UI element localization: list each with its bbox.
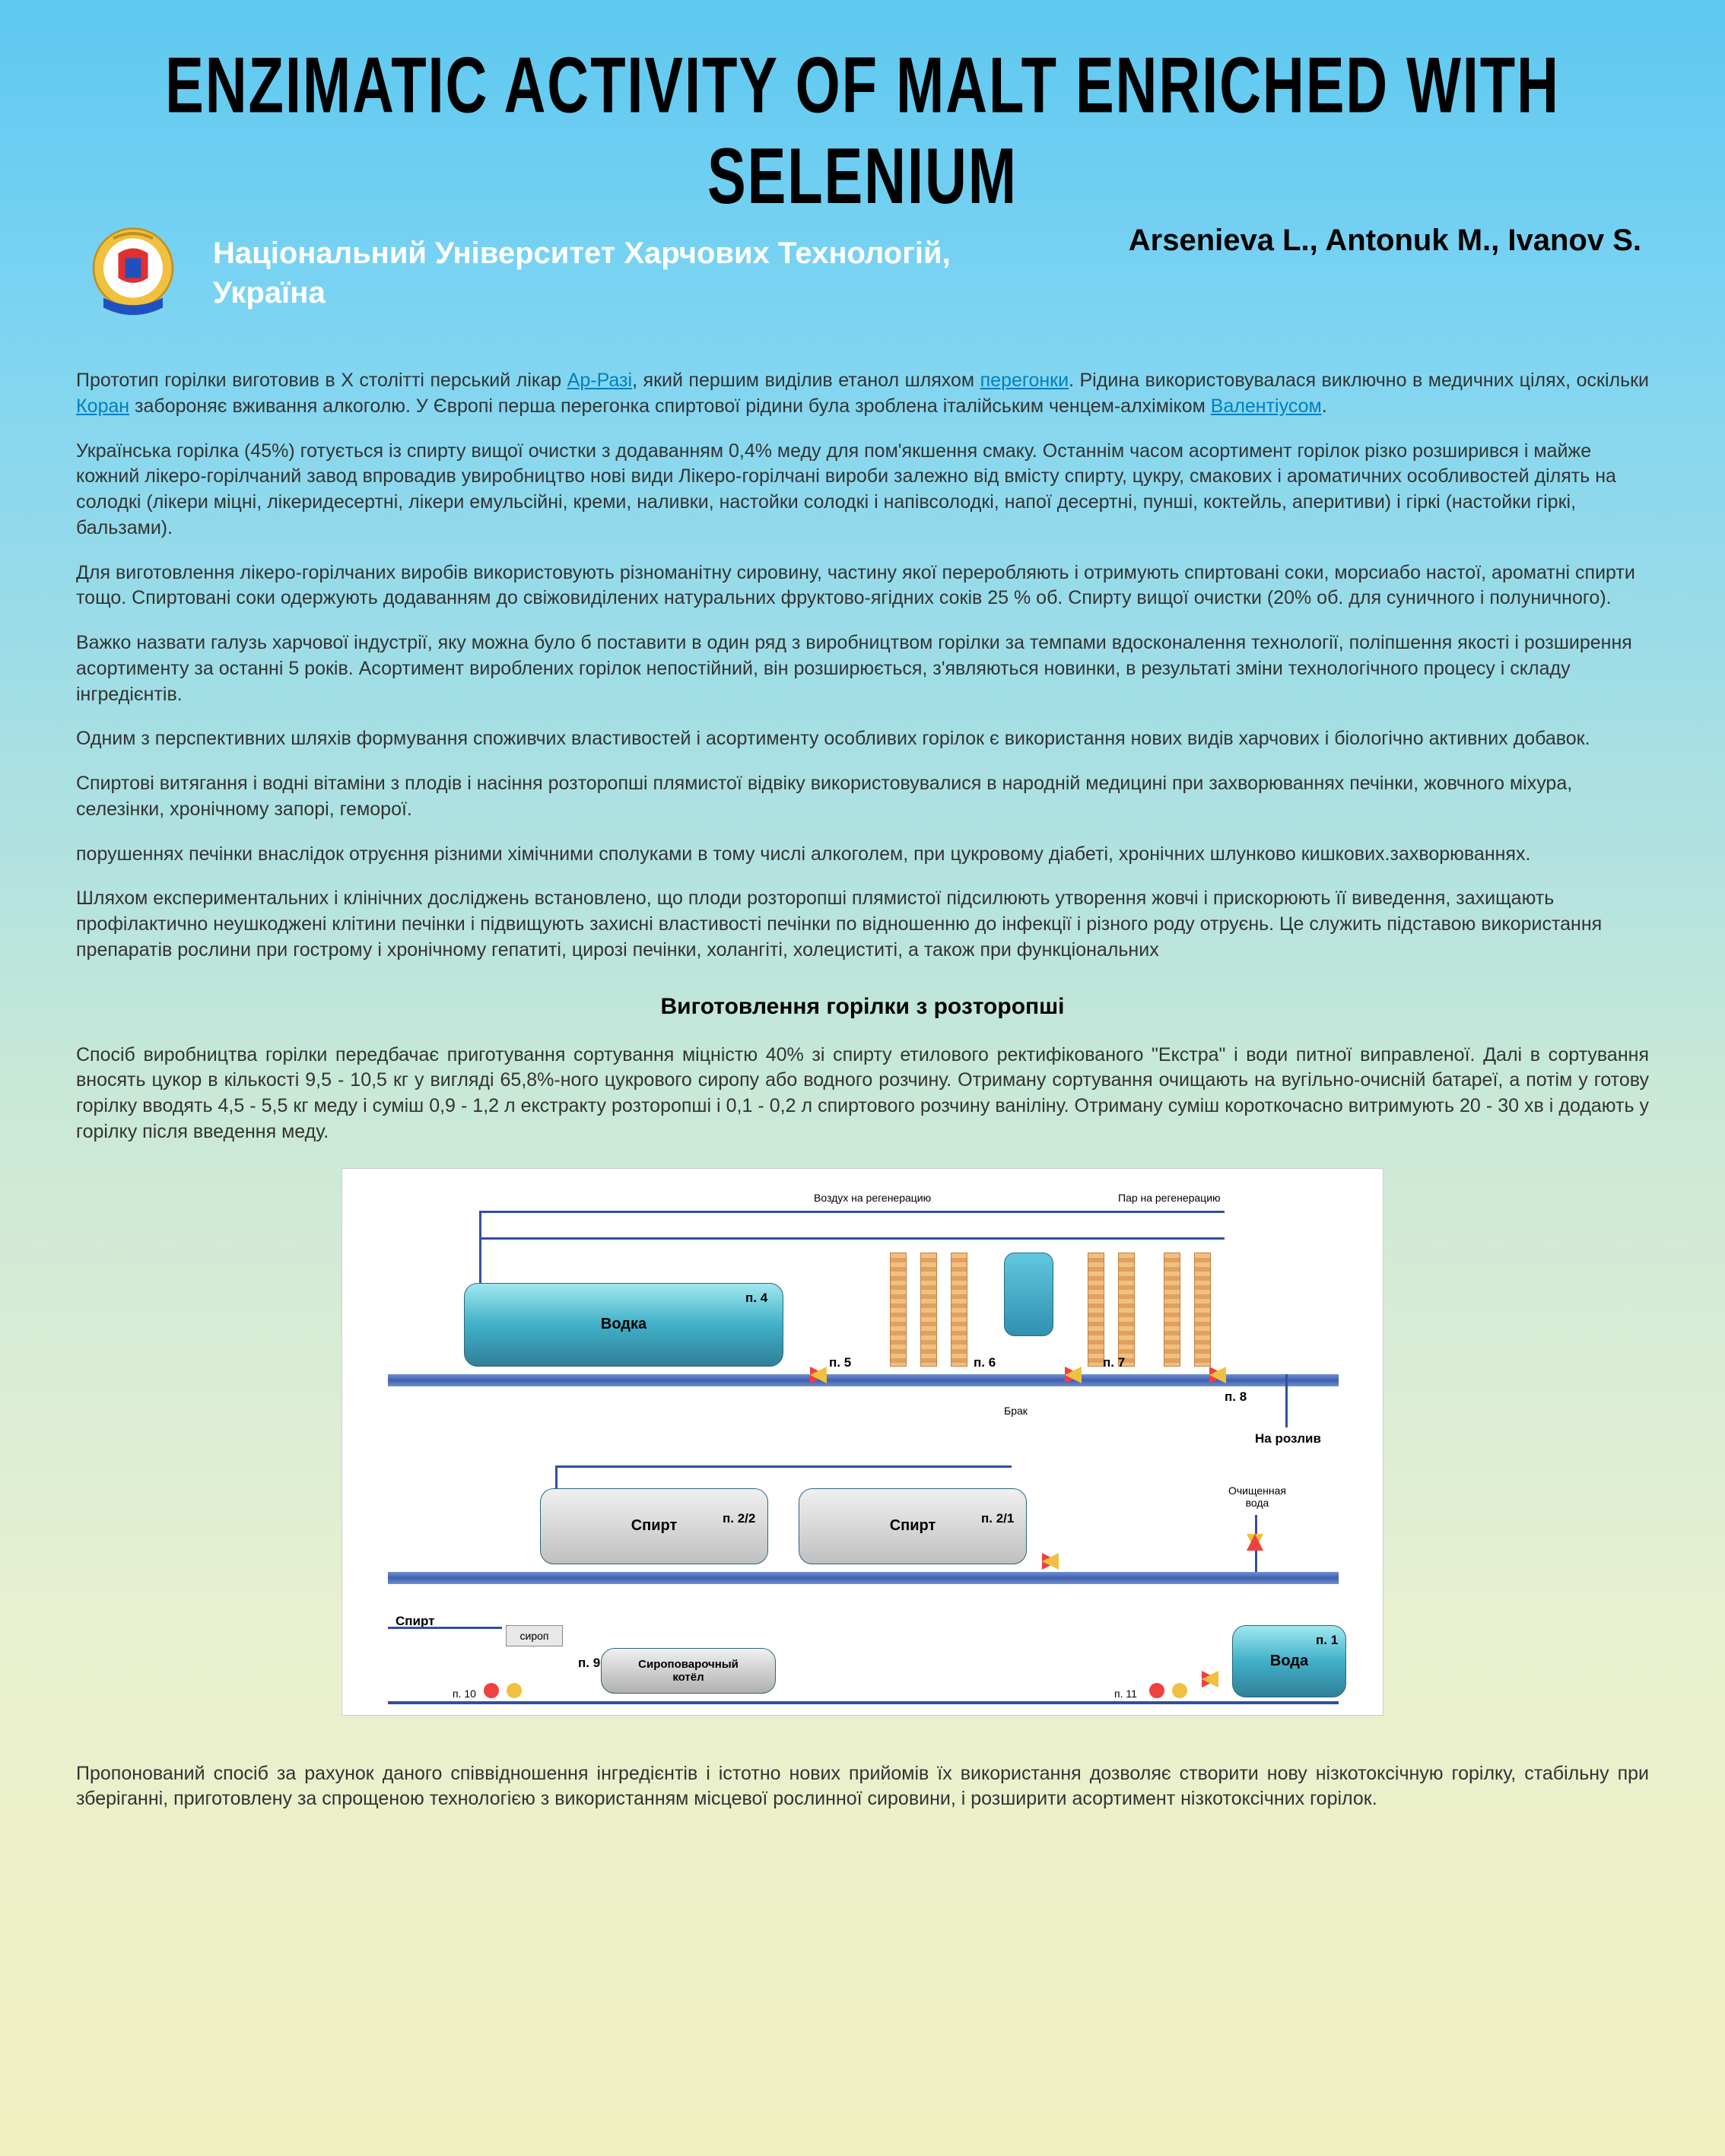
tank-vodka: Водка [464, 1283, 783, 1367]
paragraph-2: Українська горілка (45%) готується із сп… [76, 439, 1649, 541]
process-diagram: Воздух на регенерацию Пар на регенерацию… [342, 1168, 1383, 1716]
valve-icon [1042, 1553, 1059, 1570]
label-p10: п. 10 [453, 1688, 476, 1700]
tank-spirt-2: Спирт [799, 1488, 1027, 1564]
university-logo [84, 224, 183, 322]
valve-icon [1148, 1682, 1165, 1699]
pipe-rozliv [1285, 1374, 1288, 1427]
paragraph-10: Пропонований спосіб за рахунок даного сп… [76, 1761, 1649, 1813]
column-3 [951, 1253, 967, 1367]
valve-icon [1209, 1367, 1226, 1383]
column-6 [1164, 1253, 1180, 1367]
label-p4: п. 4 [745, 1291, 767, 1306]
valve-icon [1171, 1682, 1188, 1699]
label-p8: п. 8 [1225, 1389, 1247, 1405]
pipe-ground [388, 1701, 1339, 1704]
valve-icon [1065, 1367, 1082, 1383]
label-p9: п. 9 [578, 1656, 600, 1671]
tank-syrup-boiler: Сироповарочный котёл [601, 1648, 776, 1694]
authors: Arsenieva L., Antonuk M., Ivanov S. [1129, 224, 1641, 258]
label-air-regen: Воздух на регенерацию [814, 1192, 931, 1204]
column-1 [890, 1253, 907, 1367]
pipe-spirt-in [388, 1627, 502, 1629]
section-title: Виготовлення горілки з розторопші [76, 994, 1649, 1020]
paragraph-1: Прототип горілки виготовив в Х столітті … [76, 368, 1649, 420]
column-2 [920, 1253, 937, 1367]
label-p11: п. 11 [1114, 1688, 1137, 1700]
label-p6: п. 6 [974, 1355, 996, 1370]
link-koran[interactable]: Коран [76, 395, 129, 417]
valve-icon [1247, 1534, 1263, 1551]
pipe-top-2 [479, 1237, 1225, 1240]
university-name: Національний Університет Харчових Технол… [213, 233, 1129, 313]
label-brak: Брак [1004, 1405, 1028, 1417]
column-4 [1088, 1253, 1104, 1367]
label-p22: п. 2/2 [723, 1511, 755, 1526]
pipe-top-v1 [479, 1211, 481, 1287]
header-row: Національний Університет Харчових Технол… [76, 224, 1649, 322]
tank-small-blue [1004, 1253, 1053, 1336]
link-perehonky[interactable]: перегонки [980, 370, 1069, 391]
pipe-upper-rail [388, 1374, 1339, 1386]
diagram-container: Воздух на регенерацию Пар на регенерацию… [76, 1168, 1649, 1716]
pipe-spirt-v [555, 1465, 558, 1488]
paragraph-9: Спосіб виробництва горілки передбачає пр… [76, 1043, 1649, 1145]
tank-spirt-1: Спирт [540, 1488, 768, 1564]
paragraph-4: Важко назвати галузь харчової індустрії,… [76, 630, 1649, 707]
box-syrup-in: сироп [506, 1625, 563, 1646]
valve-icon [1202, 1671, 1218, 1688]
label-na-rozliv: На розлив [1255, 1431, 1321, 1446]
paragraph-7: порушеннях печінки внаслідок отруєння рі… [76, 842, 1649, 868]
pipe-spirt-top [555, 1465, 1012, 1468]
link-valentiusom[interactable]: Валентіусом [1211, 395, 1322, 417]
label-steam-regen: Пар на регенерацию [1118, 1192, 1221, 1204]
pipe-lower-rail [388, 1572, 1339, 1584]
link-ar-razi[interactable]: Ар-Разі [567, 370, 632, 391]
paragraph-8: Шляхом експериментальних і клінічних дос… [76, 886, 1649, 963]
label-p1: п. 1 [1316, 1633, 1338, 1648]
paragraph-3: Для виготовлення лікеро-горілчаних вироб… [76, 560, 1649, 612]
page-title: ENZIMATIC ACTIVITY OF MALT ENRICHED WITH… [116, 40, 1610, 221]
paragraph-5: Одним з перспективних шляхів формування … [76, 726, 1649, 752]
valve-icon [506, 1682, 523, 1699]
column-5 [1118, 1253, 1135, 1367]
label-p5: п. 5 [829, 1355, 851, 1370]
valve-icon [810, 1367, 827, 1383]
label-p21: п. 2/1 [981, 1511, 1014, 1526]
pipe-top-1 [479, 1211, 1225, 1213]
label-p7: п. 7 [1103, 1355, 1125, 1370]
paragraph-6: Спиртові витягання і водні вітаміни з пл… [76, 771, 1649, 823]
valve-icon [483, 1682, 500, 1699]
label-clean-water: Очищенная вода [1228, 1484, 1286, 1509]
column-7 [1194, 1253, 1211, 1367]
